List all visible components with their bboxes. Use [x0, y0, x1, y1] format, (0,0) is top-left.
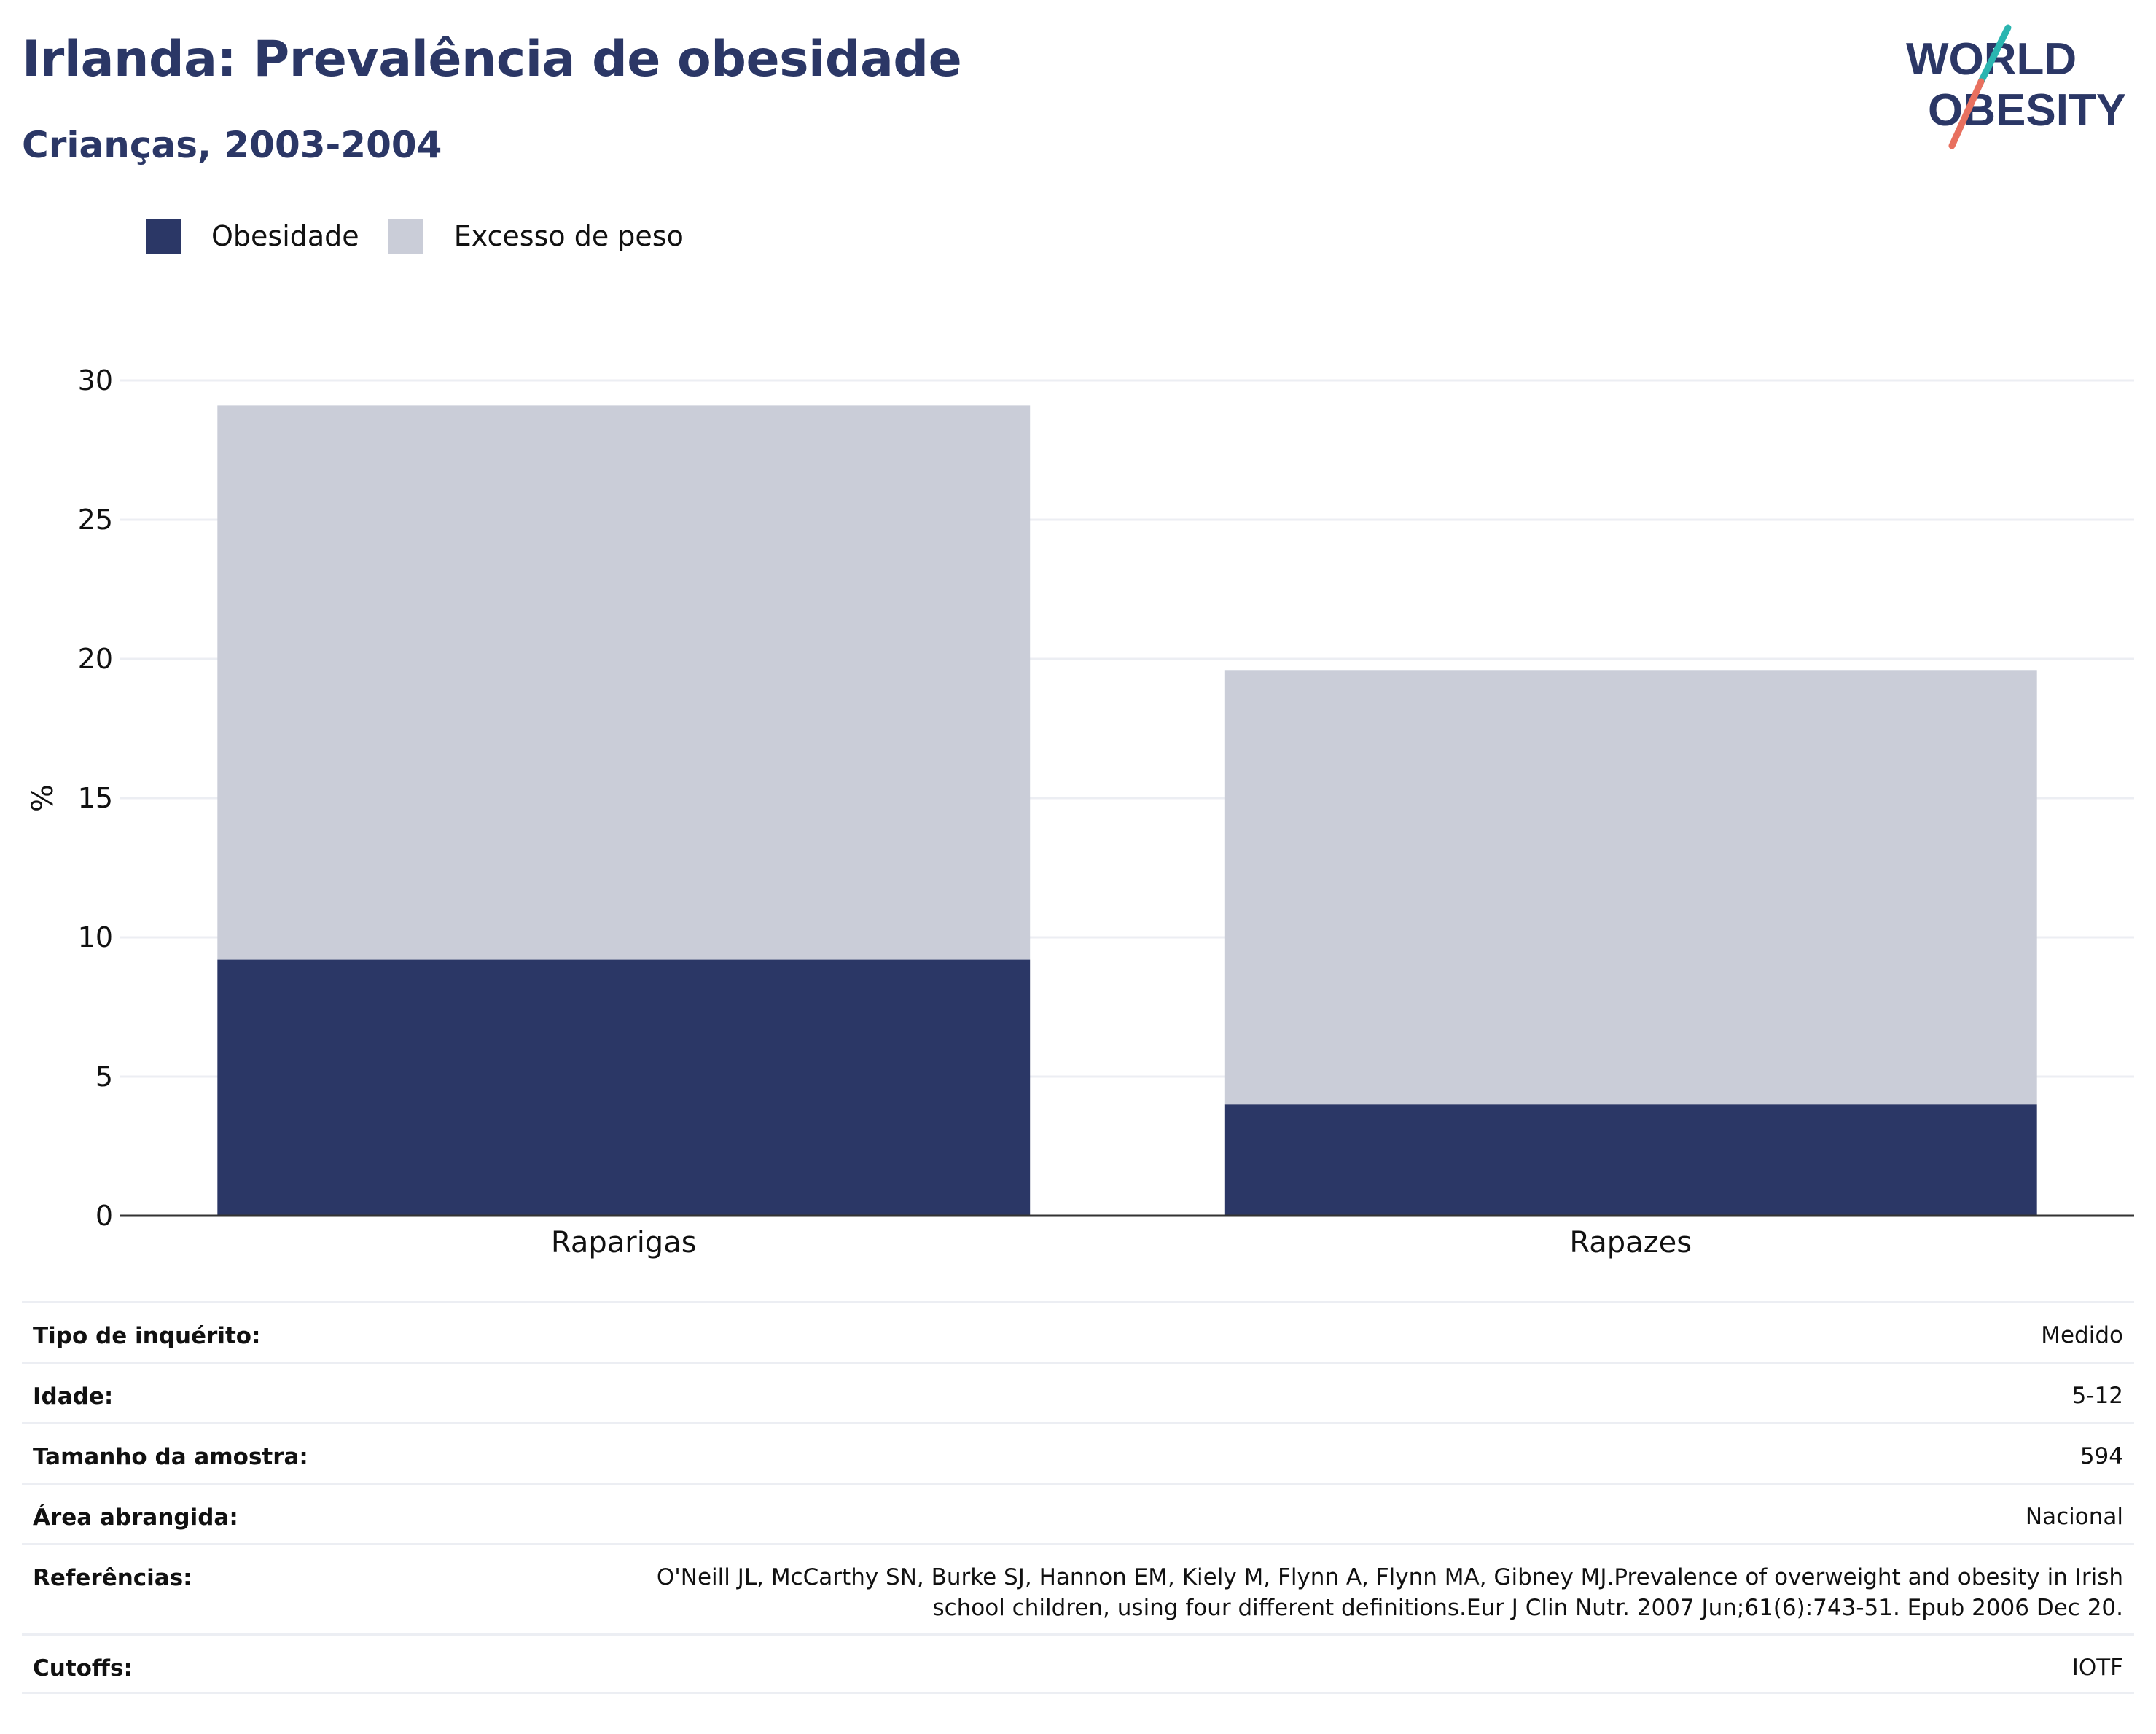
info-value: IOTF [2071, 1655, 2123, 1681]
info-label: Tamanho da amostra: [33, 1444, 308, 1470]
info-value-references: O'Neill JL, McCarthy SN, Burke SJ, Hanno… [657, 1562, 2123, 1623]
info-row-cutoffs: Cutoffs: IOTF [22, 1633, 2134, 1694]
info-label: Cutoffs: [33, 1655, 133, 1682]
reference-line: school children, using four different de… [932, 1595, 2123, 1621]
reference-line: O'Neill JL, McCarthy SN, Burke SJ, Hanno… [656, 1564, 2123, 1590]
logo-teal-stroke [1977, 24, 2012, 85]
bar-overweight [1224, 670, 2037, 1105]
info-label: Tipo de inquérito: [33, 1323, 261, 1349]
info-label: Referências: [33, 1565, 192, 1591]
y-tick-label: 5 [95, 1061, 113, 1093]
bar-obesity [217, 959, 1031, 1216]
legend-label-overweight: Excesso de peso [453, 220, 684, 252]
info-row-survey-type: Tipo de inquérito: Medido [22, 1301, 2134, 1362]
x-tick-label: Raparigas [551, 1226, 697, 1260]
legend-swatch-obesity [146, 219, 181, 254]
legend-item-overweight: Excesso de peso [388, 219, 684, 254]
info-row-area: Área abrangida: Nacional [22, 1483, 2134, 1543]
stacked-bar-chart: 0 5 10 15 20 25 30 Raparigas Rapazes% [26, 364, 2134, 1260]
y-tick-label: 0 [95, 1200, 113, 1232]
chart-subtitle: Crianças, 2003-2004 [22, 124, 442, 166]
survey-info-table: Tipo de inquérito: Medido Idade: 5-12 Ta… [22, 1301, 2134, 1694]
y-tick-label: 30 [78, 364, 113, 397]
world-obesity-logo: WORLD OBESITY [1906, 24, 2126, 149]
info-value: Medido [2041, 1322, 2123, 1348]
y-tick-label: 20 [78, 643, 113, 675]
info-row-age: Idade: 5-12 [22, 1362, 2134, 1422]
info-value: 594 [2079, 1443, 2123, 1469]
bar-overweight [217, 405, 1031, 960]
chart-legend: Obesidade Excesso de peso [146, 219, 713, 254]
bar-obesity [1224, 1104, 2037, 1216]
y-tick-label: 10 [78, 921, 113, 953]
info-label: Área abrangida: [33, 1504, 238, 1531]
info-label: Idade: [33, 1383, 114, 1410]
info-value: Nacional [2025, 1504, 2123, 1530]
legend-label-obesity: Obesidade [211, 220, 359, 252]
y-axis-label: % [26, 784, 60, 812]
y-tick-label: 15 [78, 782, 113, 814]
x-tick-label: Rapazes [1569, 1226, 1692, 1260]
chart-title: Irlanda: Prevalência de obesidade [22, 31, 962, 88]
info-row-sample-size: Tamanho da amostra: 594 [22, 1422, 2134, 1483]
logo-coral-stroke [1948, 78, 1985, 149]
legend-item-obesity: Obesidade [146, 219, 359, 254]
info-value: 5-12 [2071, 1383, 2123, 1409]
y-tick-label: 25 [78, 504, 113, 536]
info-row-references: Referências: O'Neill JL, McCarthy SN, Bu… [22, 1543, 2134, 1633]
legend-swatch-overweight [388, 219, 423, 254]
